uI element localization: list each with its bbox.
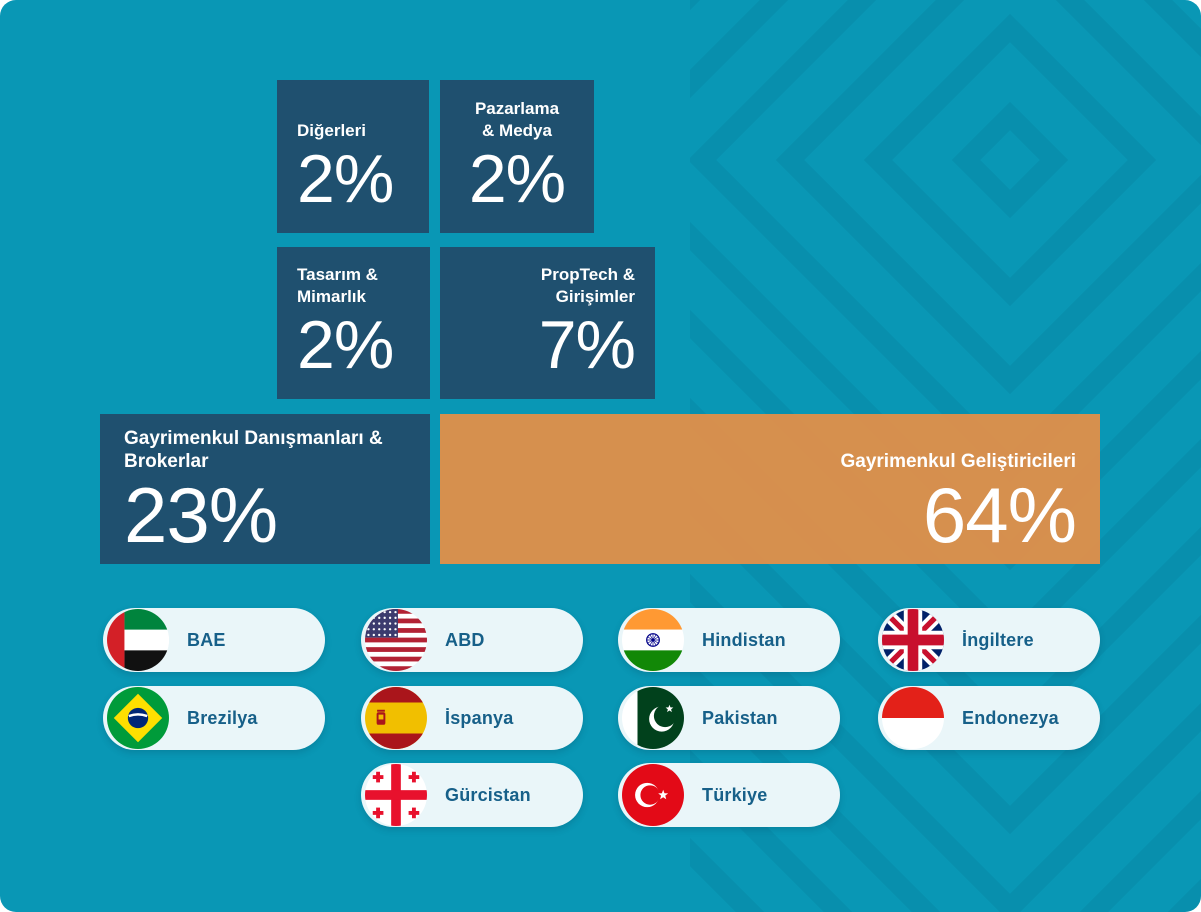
country-pill-usa[interactable]: ABD <box>361 608 583 672</box>
country-pill-georgia[interactable]: Gürcistan <box>361 763 583 827</box>
country-name: İspanya <box>445 707 514 728</box>
segment-percentage: 2% <box>468 141 566 218</box>
country-pill-uk[interactable]: İngiltere <box>878 608 1100 672</box>
country-name: Gürcistan <box>445 784 531 805</box>
country-pill-turkey[interactable]: Türkiye <box>618 763 840 827</box>
segment-tasarim-mimarlik: Tasarım & Mimarlık 2% <box>277 247 430 399</box>
georgia-flag-icon <box>365 764 427 826</box>
segment-percentage: 2% <box>297 307 394 384</box>
country-pill-indonesia[interactable]: Endonezya <box>878 686 1100 750</box>
country-pill-india[interactable]: Hindistan <box>618 608 840 672</box>
uae-flag-icon <box>107 609 169 671</box>
segment-label-line: Brokerlar <box>124 450 209 472</box>
segment-label: Diğerleri <box>297 120 366 142</box>
segment-label-line: Gayrimenkul Danışmanları & <box>124 428 383 450</box>
segment-label: Pazarlama & Medya <box>475 98 559 142</box>
segment-digerleri: Diğerleri 2% <box>277 80 429 233</box>
segment-label: PropTech & Girişimler <box>541 264 635 308</box>
segment-label: Gayrimenkul Danışmanları & Brokerlar <box>124 428 383 474</box>
indonesia-flag-icon <box>882 687 944 749</box>
country-name: ABD <box>445 629 485 650</box>
country-pill-pakistan[interactable]: Pakistan <box>618 686 840 750</box>
segment-label-line: Pazarlama <box>474 99 560 119</box>
segment-gayrimenkul-gelistiricileri: Gayrimenkul Geliştiricileri 64% <box>440 414 1100 564</box>
segment-percentage: 64% <box>922 470 1077 559</box>
segment-label-line: Gayrimenkul Geliştiricileri <box>840 450 1077 472</box>
country-pill-brazil[interactable]: Brezilya <box>103 686 325 750</box>
country-name: Brezilya <box>187 707 258 728</box>
country-pill-spain[interactable]: İspanya <box>361 686 583 750</box>
segment-percentage: 7% <box>538 307 636 384</box>
spain-flag-icon <box>365 687 427 749</box>
country-name: Hindistan <box>702 629 786 650</box>
brazil-flag-icon <box>107 687 169 749</box>
country-name: Pakistan <box>702 707 778 728</box>
segment-pazarlama-medya: Pazarlama & Medya 2% <box>440 80 594 233</box>
segment-proptech-girisimler: PropTech & Girişimler 7% <box>440 247 655 399</box>
country-name: İngiltere <box>962 629 1034 650</box>
country-pill-uae[interactable]: BAE <box>103 608 325 672</box>
country-name: Türkiye <box>702 784 768 805</box>
segment-label-line: Mimarlık <box>297 287 366 307</box>
uk-flag-icon <box>882 609 944 671</box>
country-name: Endonezya <box>962 707 1059 728</box>
segment-label-line: Diğerleri <box>297 121 366 141</box>
segment-percentage: 23% <box>124 470 278 559</box>
segment-percentage: 2% <box>297 141 394 218</box>
pakistan-flag-icon <box>622 687 684 749</box>
segment-danismanlar-brokerlar: Gayrimenkul Danışmanları & Brokerlar 23% <box>100 414 430 564</box>
usa-flag-icon <box>365 609 427 671</box>
segment-label-line: PropTech & <box>540 265 635 285</box>
segment-label: Tasarım & Mimarlık <box>297 264 378 308</box>
india-flag-icon <box>622 609 684 671</box>
turkey-flag-icon <box>622 764 684 826</box>
country-name: BAE <box>187 629 226 650</box>
segment-label-line: Girişimler <box>555 287 635 307</box>
segment-label: Gayrimenkul Geliştiricileri <box>841 451 1077 474</box>
segment-label-line: & Medya <box>482 121 552 141</box>
segment-label-line: Tasarım & <box>297 265 378 285</box>
